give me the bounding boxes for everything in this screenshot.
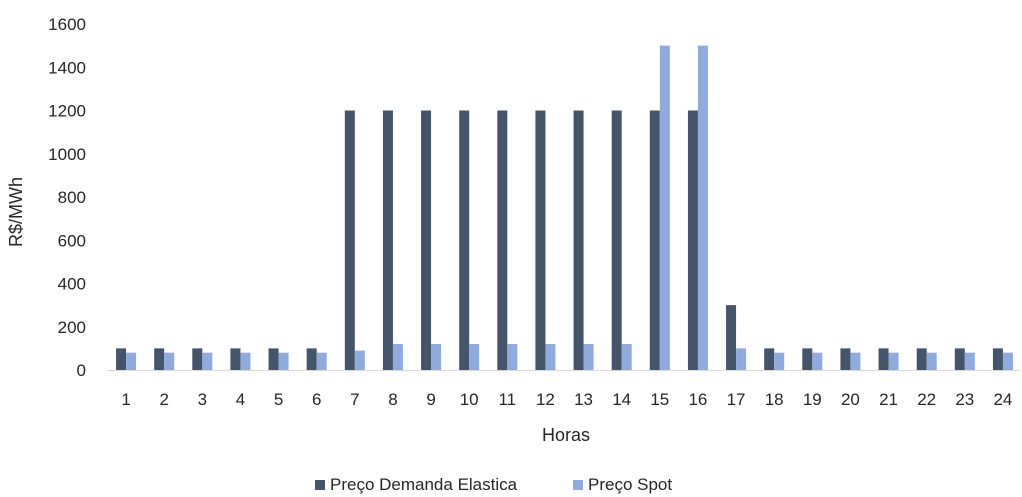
bar-preco-spot-17 [736, 348, 747, 370]
x-tick-label: 11 [498, 390, 516, 409]
x-tick-label: 19 [803, 390, 822, 409]
x-tick-label: 12 [536, 390, 555, 409]
bar-preco-spot-21 [888, 352, 899, 370]
bar-preco-spot-13 [583, 344, 594, 370]
bar-preco-demanda-elastica-13 [573, 110, 584, 370]
x-tick-label: 23 [955, 390, 974, 409]
bar-preco-spot-9 [431, 344, 442, 370]
x-tick-label: 15 [650, 390, 669, 409]
y-tick-label: 0 [77, 361, 86, 380]
x-tick-label: 14 [612, 390, 631, 409]
bar-preco-demanda-elastica-16 [687, 110, 698, 370]
x-tick-label: 1 [121, 390, 130, 409]
legend-swatch-preco-spot [573, 480, 583, 490]
x-tick-label: 16 [688, 390, 707, 409]
bar-preco-demanda-elastica-5 [268, 348, 279, 370]
x-tick-label: 20 [841, 390, 860, 409]
bar-preco-demanda-elastica-6 [306, 348, 317, 370]
bar-preco-spot-8 [392, 344, 403, 370]
y-tick-label: 1400 [48, 58, 86, 77]
bar-preco-spot-15 [659, 45, 670, 370]
bar-preco-demanda-elastica-8 [382, 110, 393, 370]
x-tick-label: 2 [159, 390, 168, 409]
legend-swatch-preco-demanda-elastica [315, 480, 325, 490]
x-tick-label: 9 [426, 390, 435, 409]
bar-preco-demanda-elastica-15 [649, 110, 660, 370]
bar-preco-demanda-elastica-21 [878, 348, 889, 370]
bar-preco-demanda-elastica-22 [916, 348, 927, 370]
bar-preco-spot-7 [354, 350, 365, 370]
legend-label-preco-spot: Preço Spot [588, 475, 672, 494]
x-tick-label: 3 [198, 390, 207, 409]
y-tick-label: 400 [58, 275, 86, 294]
y-axis-title: R$/MWh [6, 177, 26, 247]
x-tick-label: 22 [917, 390, 936, 409]
bar-preco-spot-22 [926, 352, 937, 370]
bar-preco-spot-3 [202, 352, 213, 370]
bars [116, 45, 1013, 370]
bar-preco-demanda-elastica-24 [992, 348, 1003, 370]
bar-preco-demanda-elastica-3 [192, 348, 203, 370]
bar-preco-demanda-elastica-23 [954, 348, 965, 370]
y-tick-label: 800 [58, 188, 86, 207]
bar-preco-spot-2 [164, 352, 175, 370]
x-tick-label: 4 [236, 390, 245, 409]
bar-preco-spot-6 [316, 352, 327, 370]
x-tick-label: 18 [765, 390, 784, 409]
bar-preco-spot-24 [1002, 352, 1013, 370]
bar-preco-spot-23 [964, 352, 975, 370]
y-tick-label: 1200 [48, 102, 86, 121]
y-tick-label: 200 [58, 318, 86, 337]
bar-preco-spot-14 [621, 344, 632, 370]
bar-preco-demanda-elastica-17 [726, 305, 737, 370]
x-tick-label: 6 [312, 390, 321, 409]
x-tick-label: 10 [460, 390, 479, 409]
x-tick-label: 8 [388, 390, 397, 409]
x-axis-title: Horas [542, 425, 590, 445]
bar-preco-demanda-elastica-20 [840, 348, 851, 370]
y-tick-label: 600 [58, 231, 86, 250]
bar-preco-demanda-elastica-11 [497, 110, 508, 370]
bar-preco-demanda-elastica-9 [421, 110, 432, 370]
y-tick-label: 1600 [48, 15, 86, 34]
bar-preco-demanda-elastica-4 [230, 348, 241, 370]
bar-preco-spot-20 [850, 352, 861, 370]
bar-preco-demanda-elastica-10 [459, 110, 470, 370]
x-tick-label: 7 [350, 390, 359, 409]
bar-preco-demanda-elastica-2 [154, 348, 165, 370]
bar-preco-demanda-elastica-7 [344, 110, 355, 370]
x-tick-label: 17 [727, 390, 746, 409]
bar-preco-spot-1 [126, 352, 137, 370]
bar-preco-demanda-elastica-18 [764, 348, 775, 370]
bar-preco-spot-19 [812, 352, 823, 370]
x-tick-label: 13 [574, 390, 593, 409]
x-tick-label: 24 [993, 390, 1012, 409]
x-tick-label: 21 [879, 390, 898, 409]
bar-preco-demanda-elastica-12 [535, 110, 546, 370]
y-tick-label: 1000 [48, 145, 86, 164]
bar-preco-spot-18 [774, 352, 785, 370]
bar-preco-spot-12 [545, 344, 556, 370]
bar-preco-spot-16 [697, 45, 708, 370]
bar-preco-demanda-elastica-14 [611, 110, 622, 370]
bar-preco-spot-5 [278, 352, 289, 370]
x-tick-label: 5 [274, 390, 283, 409]
bar-preco-spot-11 [507, 344, 518, 370]
x-axis-ticks: 1 2 3 4 5 6 7 8 9 10 11 12 13 14 15 16 17 18 19 20 21 22 23 24 [121, 390, 1012, 409]
bar-preco-demanda-elastica-19 [802, 348, 813, 370]
legend: Preço Demanda Elastica Preço Spot [315, 475, 672, 494]
y-axis-ticks: 0 200 400 600 800 1000 1200 1400 1600 [48, 15, 86, 380]
bar-preco-demanda-elastica-1 [116, 348, 127, 370]
bar-preco-spot-10 [469, 344, 480, 370]
legend-label-preco-demanda-elastica: Preço Demanda Elastica [330, 475, 518, 494]
bar-preco-spot-4 [240, 352, 251, 370]
